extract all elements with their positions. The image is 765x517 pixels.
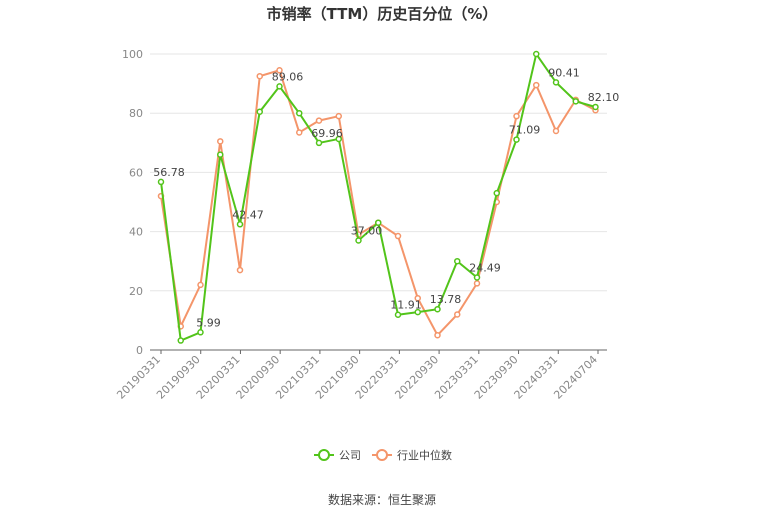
data-label-company: 42.47 (232, 208, 264, 221)
point-company[interactable] (256, 108, 263, 115)
point-industry[interactable] (197, 281, 204, 289)
point-company[interactable] (315, 139, 323, 147)
x-axis-ticks: 2019033120190930202003312020093020210331… (114, 350, 600, 402)
point-industry[interactable] (276, 67, 283, 74)
data-label-company: 82.10 (588, 91, 620, 104)
data-label-company: 11.91 (390, 299, 422, 312)
y-tick-label: 100 (122, 48, 143, 61)
point-company[interactable] (572, 98, 579, 105)
data-label-company: 5.99 (196, 316, 221, 329)
source-note: 数据来源：恒生聚源 (328, 492, 436, 507)
point-company[interactable] (177, 337, 184, 344)
point-industry[interactable] (335, 112, 342, 120)
point-industry[interactable] (533, 81, 540, 89)
point-industry[interactable] (513, 112, 520, 120)
chart-title: 市销率（TTM）历史百分位（%） (267, 5, 498, 23)
point-industry[interactable] (394, 232, 402, 240)
point-company[interactable] (414, 308, 421, 316)
point-industry[interactable] (315, 117, 323, 124)
data-label-company: 90.41 (548, 66, 580, 79)
data-labels: 56.78 5.99 42.47 89.06 69.96 37.00 11.91 13.78 2… (153, 66, 619, 329)
legend-item-industry[interactable]: 行业中位数 (372, 448, 452, 462)
y-tick-label: 40 (129, 226, 143, 239)
point-company[interactable] (157, 178, 165, 186)
data-label-company: 69.96 (311, 127, 343, 140)
data-label-company: 37.00 (351, 224, 383, 237)
point-company[interactable] (533, 50, 540, 58)
point-industry[interactable] (217, 138, 224, 145)
data-label-company: 24.49 (469, 262, 501, 275)
point-industry[interactable] (434, 331, 441, 339)
y-tick-label: 80 (129, 107, 143, 120)
point-company[interactable] (454, 257, 461, 265)
point-company[interactable] (375, 219, 382, 226)
y-tick-label: 0 (136, 344, 143, 357)
point-company[interactable] (236, 221, 244, 228)
point-industry[interactable] (236, 266, 244, 274)
point-industry[interactable] (454, 311, 461, 318)
point-company[interactable] (355, 237, 362, 244)
point-company[interactable] (473, 274, 481, 281)
point-company[interactable] (296, 109, 303, 117)
x-tick-label: 20240704 (551, 353, 600, 402)
series-lines (157, 50, 599, 344)
point-company[interactable] (552, 79, 560, 86)
y-axis-ticks: 0 20 40 60 80 100 (122, 48, 143, 357)
point-company[interactable] (197, 329, 204, 336)
data-label-company: 71.09 (509, 124, 541, 137)
series-line-industry (160, 69, 596, 337)
point-industry[interactable] (256, 72, 263, 80)
legend-label-company: 公司 (339, 449, 361, 462)
point-industry[interactable] (473, 280, 481, 287)
legend-marker-company (318, 449, 330, 461)
y-tick-label: 60 (129, 166, 143, 179)
legend-marker-industry (376, 449, 388, 461)
point-company[interactable] (434, 305, 441, 313)
point-company[interactable] (335, 135, 342, 143)
point-company[interactable] (592, 103, 599, 111)
point-company[interactable] (276, 83, 283, 90)
legend: 公司 行业中位数 (314, 448, 452, 462)
series-line-company (160, 51, 596, 342)
data-label-company: 89.06 (272, 70, 304, 83)
y-tick-label: 20 (129, 285, 143, 298)
data-label-company: 13.78 (430, 293, 462, 306)
point-industry[interactable] (552, 127, 560, 135)
legend-label-industry: 行业中位数 (397, 448, 452, 462)
point-company[interactable] (513, 136, 520, 143)
point-company[interactable] (493, 189, 500, 197)
legend-item-company[interactable]: 公司 (314, 449, 361, 462)
point-industry[interactable] (414, 294, 421, 302)
point-company[interactable] (217, 151, 224, 158)
point-company[interactable] (394, 311, 402, 318)
point-industry[interactable] (296, 129, 303, 136)
data-label-company: 56.78 (153, 166, 185, 179)
